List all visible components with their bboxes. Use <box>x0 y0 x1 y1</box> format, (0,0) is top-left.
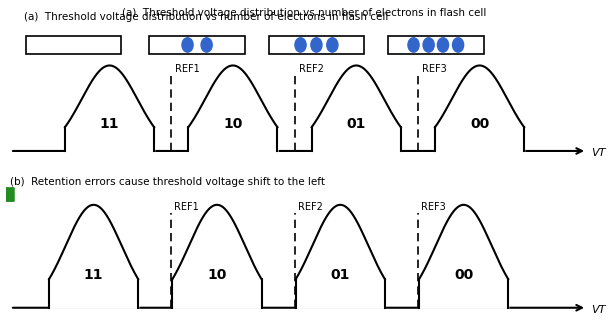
Text: REF2: REF2 <box>298 202 323 212</box>
Text: 00: 00 <box>470 116 489 131</box>
Ellipse shape <box>201 38 212 52</box>
Text: 10: 10 <box>223 116 242 131</box>
Text: VT: VT <box>591 305 605 315</box>
Text: REF3: REF3 <box>421 202 446 212</box>
Text: (b)  Retention errors cause threshold voltage shift to the left: (b) Retention errors cause threshold vol… <box>10 177 325 187</box>
Text: VT: VT <box>591 148 605 158</box>
Text: (a)  Threshold voltage distribution vs number of electrons in flash cell: (a) Threshold voltage distribution vs nu… <box>122 9 487 18</box>
Bar <box>269 36 364 54</box>
Text: 10: 10 <box>207 268 227 282</box>
Ellipse shape <box>452 38 463 52</box>
Text: 01: 01 <box>331 268 350 282</box>
Text: 00: 00 <box>454 268 473 282</box>
Text: REF2: REF2 <box>298 64 323 74</box>
Ellipse shape <box>327 38 338 52</box>
Text: REF3: REF3 <box>422 64 446 74</box>
Text: REF1: REF1 <box>175 64 200 74</box>
Bar <box>149 36 245 54</box>
Ellipse shape <box>437 38 449 52</box>
Text: (a)  Threshold voltage distribution vs number of electrons in flash cell: (a) Threshold voltage distribution vs nu… <box>24 13 389 22</box>
Ellipse shape <box>295 38 306 52</box>
Ellipse shape <box>423 38 434 52</box>
Text: 11: 11 <box>100 116 119 131</box>
Bar <box>26 36 121 54</box>
Bar <box>388 36 484 54</box>
Text: 01: 01 <box>347 116 366 131</box>
Ellipse shape <box>311 38 322 52</box>
Ellipse shape <box>182 38 193 52</box>
FancyArrow shape <box>0 183 14 206</box>
Text: 11: 11 <box>84 268 104 282</box>
Text: REF1: REF1 <box>174 202 199 212</box>
Ellipse shape <box>408 38 419 52</box>
